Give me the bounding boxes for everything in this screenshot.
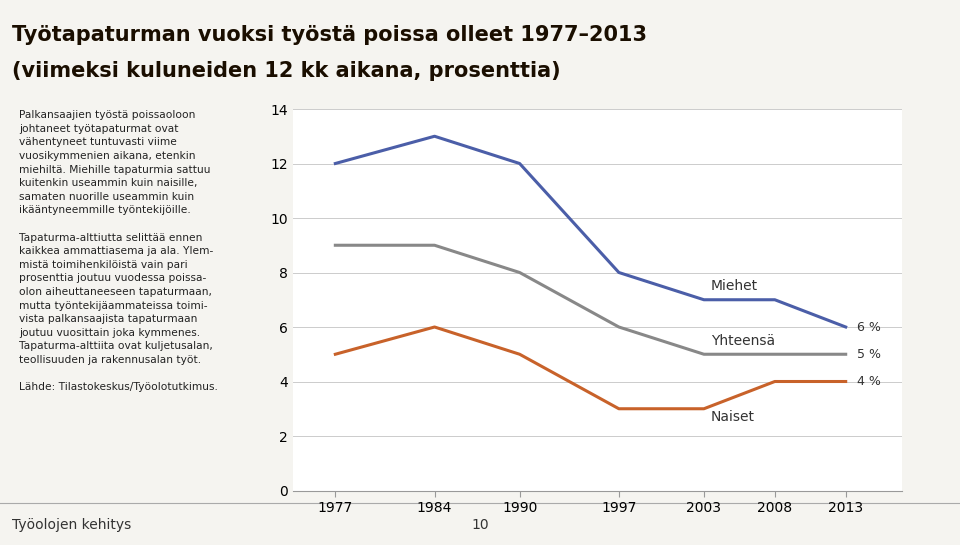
Text: Palkansaajien työstä poissaoloon
johtaneet työtapaturmat ovat
vähentyneet tuntuv: Palkansaajien työstä poissaoloon johtane… xyxy=(19,110,218,392)
Text: Työolojen kehitys: Työolojen kehitys xyxy=(12,518,131,532)
Text: Miehet: Miehet xyxy=(711,279,758,293)
Text: Työtapaturman vuoksi työstä poissa olleet 1977–2013: Työtapaturman vuoksi työstä poissa ollee… xyxy=(12,25,646,45)
Text: 4 %: 4 % xyxy=(857,375,881,388)
Text: 10: 10 xyxy=(471,518,489,532)
Text: 6 %: 6 % xyxy=(857,320,881,334)
Text: (viimeksi kuluneiden 12 kk aikana, prosenttia): (viimeksi kuluneiden 12 kk aikana, prose… xyxy=(12,61,560,81)
Text: 5 %: 5 % xyxy=(857,348,881,361)
Text: Naiset: Naiset xyxy=(711,410,755,424)
Text: Yhteensä: Yhteensä xyxy=(711,334,775,348)
